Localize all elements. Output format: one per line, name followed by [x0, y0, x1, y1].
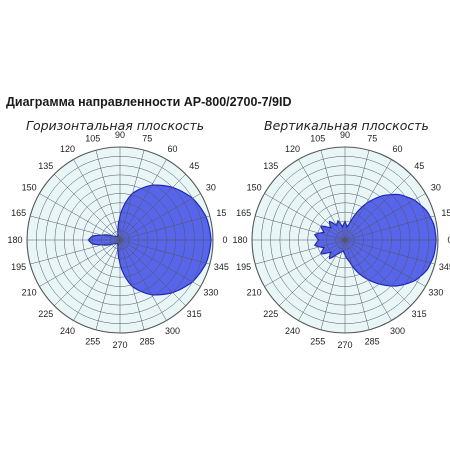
grid-spoke	[255, 239, 346, 265]
grid-spoke	[320, 150, 346, 241]
angle-tick-label: 90	[340, 130, 350, 140]
angle-tick-label: 330	[428, 288, 443, 298]
angle-tick-label: 90	[115, 130, 125, 140]
angle-tick-label: 210	[247, 288, 262, 298]
angle-tick-label: 45	[414, 161, 424, 171]
horizontal-plane-title: Горизонтальная плоскость	[26, 118, 205, 133]
grid-spoke	[298, 239, 346, 321]
grid-spoke	[119, 239, 145, 330]
grid-spoke	[95, 239, 121, 330]
chart-main-title: Диаграмма направленности AP-800/2700-7/9…	[6, 95, 292, 109]
angle-tick-label: 135	[263, 161, 278, 171]
angle-tick-label: 0	[222, 235, 227, 245]
angle-tick-label: 225	[38, 309, 53, 319]
grid-spoke	[119, 193, 201, 241]
angle-tick-label: 285	[140, 336, 155, 346]
angle-tick-label: 75	[367, 134, 377, 144]
angle-tick-label: 300	[390, 326, 405, 336]
angle-tick-label: 330	[203, 288, 218, 298]
grid-spoke	[119, 150, 145, 241]
grid-spoke	[119, 239, 186, 306]
angle-tick-label: 225	[263, 309, 278, 319]
grid-spoke	[39, 193, 121, 241]
grid-spoke	[54, 174, 121, 241]
angle-tick-label: 105	[85, 134, 100, 144]
grid-spoke	[320, 239, 346, 330]
grid-spoke	[344, 239, 370, 330]
grid-spoke	[344, 239, 435, 265]
grid-spoke	[119, 239, 210, 265]
angle-tick-label: 165	[11, 208, 26, 218]
angle-tick-label: 285	[365, 336, 380, 346]
angle-tick-label: 120	[60, 144, 75, 154]
grid-spoke	[344, 239, 426, 287]
angle-tick-label: 30	[431, 183, 441, 193]
angle-tick-label: 150	[22, 183, 37, 193]
angle-tick-label: 45	[189, 161, 199, 171]
grid-spoke	[119, 239, 201, 287]
angle-tick-label: 240	[285, 326, 300, 336]
angle-tick-label: 30	[206, 183, 216, 193]
angle-tick-label: 180	[232, 235, 247, 245]
grid-spoke	[344, 239, 392, 321]
grid-spoke	[54, 239, 121, 306]
angle-tick-label: 120	[285, 144, 300, 154]
grid-spoke	[344, 174, 411, 241]
angle-tick-label: 315	[187, 309, 202, 319]
grid-spoke	[279, 239, 346, 306]
grid-spoke	[119, 159, 167, 241]
angle-tick-label: 75	[142, 134, 152, 144]
angle-tick-label: 270	[112, 340, 127, 350]
grid-spoke	[344, 150, 370, 241]
angle-tick-label: 195	[11, 262, 26, 272]
angle-tick-label: 255	[310, 336, 325, 346]
grid-spoke	[255, 215, 346, 241]
angle-tick-label: 345	[214, 262, 229, 272]
angle-tick-label: 165	[236, 208, 251, 218]
angle-tick-label: 240	[60, 326, 75, 336]
grid-spoke	[73, 239, 121, 321]
angle-tick-label: 150	[247, 183, 262, 193]
angle-tick-label: 180	[7, 235, 22, 245]
grid-spoke	[119, 239, 167, 321]
angle-tick-label: 60	[167, 144, 177, 154]
angle-tick-label: 0	[447, 235, 450, 245]
grid-spoke	[264, 193, 346, 241]
angle-tick-label: 15	[441, 208, 450, 218]
grid-spoke	[279, 174, 346, 241]
angle-tick-label: 315	[412, 309, 427, 319]
angle-tick-label: 60	[392, 144, 402, 154]
angle-tick-label: 300	[165, 326, 180, 336]
angle-tick-label: 210	[22, 288, 37, 298]
grid-spoke	[344, 159, 392, 241]
vertical-plane-title: Вертикальная плоскость	[264, 118, 429, 133]
grid-spoke	[30, 215, 121, 241]
grid-spoke	[73, 159, 121, 241]
angle-tick-label: 345	[439, 262, 450, 272]
grid-spoke	[30, 239, 121, 265]
horizontal-polar-plot: 0 15 30 45 60 75 90 105 120 135 150 165 180 195 210 225…	[7, 130, 228, 350]
grid-spoke	[264, 239, 346, 287]
angle-tick-label: 105	[310, 134, 325, 144]
grid-spoke	[344, 215, 435, 241]
grid-spoke	[344, 239, 411, 306]
grid-spoke	[344, 193, 426, 241]
angle-tick-label: 135	[38, 161, 53, 171]
vertical-polar-plot: 0 15 30 45 60 75 90 105 120 135 150 165 180 195 210 225…	[232, 130, 450, 350]
grid-spoke	[95, 150, 121, 241]
grid-spoke	[119, 215, 210, 241]
angle-tick-label: 255	[85, 336, 100, 346]
grid-spoke	[39, 239, 121, 287]
grid-spoke	[119, 174, 186, 241]
angle-tick-label: 15	[216, 208, 226, 218]
grid-spoke	[298, 159, 346, 241]
angle-tick-label: 270	[337, 340, 352, 350]
angle-tick-label: 195	[236, 262, 251, 272]
